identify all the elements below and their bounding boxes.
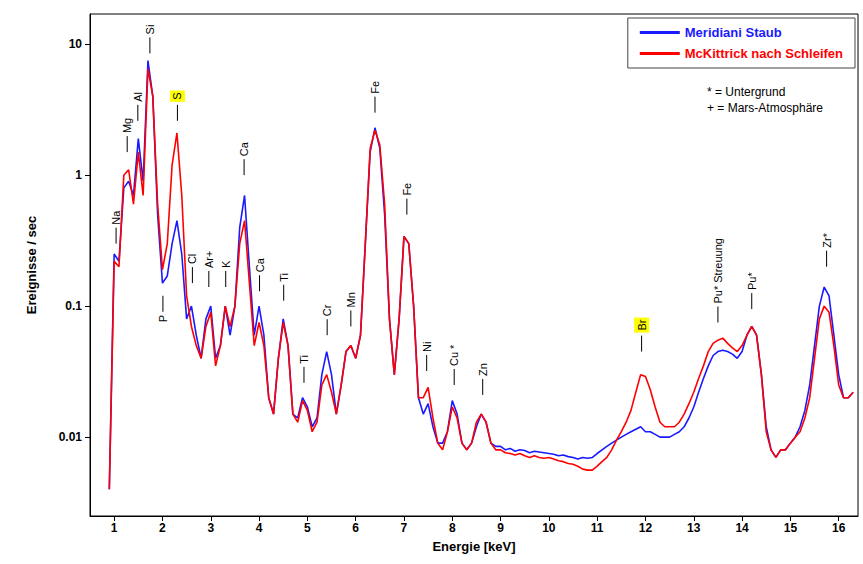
svg-text:K: K <box>220 260 232 268</box>
svg-text:Meridiani Staub: Meridiani Staub <box>685 25 782 40</box>
svg-text:16: 16 <box>832 521 846 535</box>
svg-text:Br: Br <box>636 319 648 330</box>
svg-text:1: 1 <box>75 168 82 182</box>
svg-text:10: 10 <box>69 37 83 51</box>
svg-text:7: 7 <box>401 521 408 535</box>
svg-text:Ca: Ca <box>238 141 250 156</box>
svg-text:+ = Mars-Atmosphäre: + = Mars-Atmosphäre <box>707 101 823 115</box>
svg-text:4: 4 <box>256 521 263 535</box>
svg-text:Al: Al <box>132 92 144 102</box>
svg-text:Cr: Cr <box>321 304 333 316</box>
svg-text:Na: Na <box>110 210 122 225</box>
svg-text:8: 8 <box>449 521 456 535</box>
svg-text:11: 11 <box>591 521 604 535</box>
svg-text:Mg: Mg <box>121 118 133 133</box>
svg-text:Pu*: Pu* <box>746 272 758 290</box>
svg-text:13: 13 <box>687 521 701 535</box>
svg-text:Cu *: Cu * <box>448 344 460 366</box>
svg-text:6: 6 <box>352 521 359 535</box>
svg-text:Ti: Ti <box>278 273 290 282</box>
svg-text:Fe: Fe <box>369 81 381 94</box>
svg-text:0.1: 0.1 <box>65 299 82 313</box>
svg-text:3: 3 <box>207 521 214 535</box>
svg-text:P: P <box>157 315 169 322</box>
svg-text:10: 10 <box>542 521 556 535</box>
svg-text:Pu* Streuung: Pu* Streuung <box>712 238 724 303</box>
svg-text:Zn: Zn <box>477 363 489 376</box>
svg-text:5: 5 <box>304 521 311 535</box>
svg-text:2: 2 <box>159 521 166 535</box>
svg-text:Ar+: Ar+ <box>203 251 215 268</box>
svg-text:14: 14 <box>735 521 749 535</box>
svg-text:McKittrick nach Schleifen: McKittrick nach Schleifen <box>685 46 843 61</box>
svg-text:Ereignisse / sec: Ereignisse / sec <box>24 216 39 314</box>
svg-text:Zr*: Zr* <box>821 232 833 247</box>
svg-text:12: 12 <box>639 521 653 535</box>
svg-text:* = Untergrund: * = Untergrund <box>707 85 785 99</box>
svg-text:Ti: Ti <box>298 355 310 364</box>
svg-text:Mn: Mn <box>345 292 357 307</box>
svg-text:9: 9 <box>497 521 504 535</box>
svg-text:Si: Si <box>144 25 156 35</box>
svg-text:Ni: Ni <box>421 342 433 352</box>
svg-text:0.01: 0.01 <box>59 430 83 444</box>
svg-text:Energie [keV]: Energie [keV] <box>432 539 515 554</box>
svg-text:15: 15 <box>784 521 798 535</box>
svg-text:S: S <box>171 92 183 99</box>
svg-text:Fe: Fe <box>401 183 413 196</box>
svg-text:Ca: Ca <box>254 257 266 272</box>
svg-text:1: 1 <box>111 521 118 535</box>
svg-text:Cl: Cl <box>186 254 198 264</box>
